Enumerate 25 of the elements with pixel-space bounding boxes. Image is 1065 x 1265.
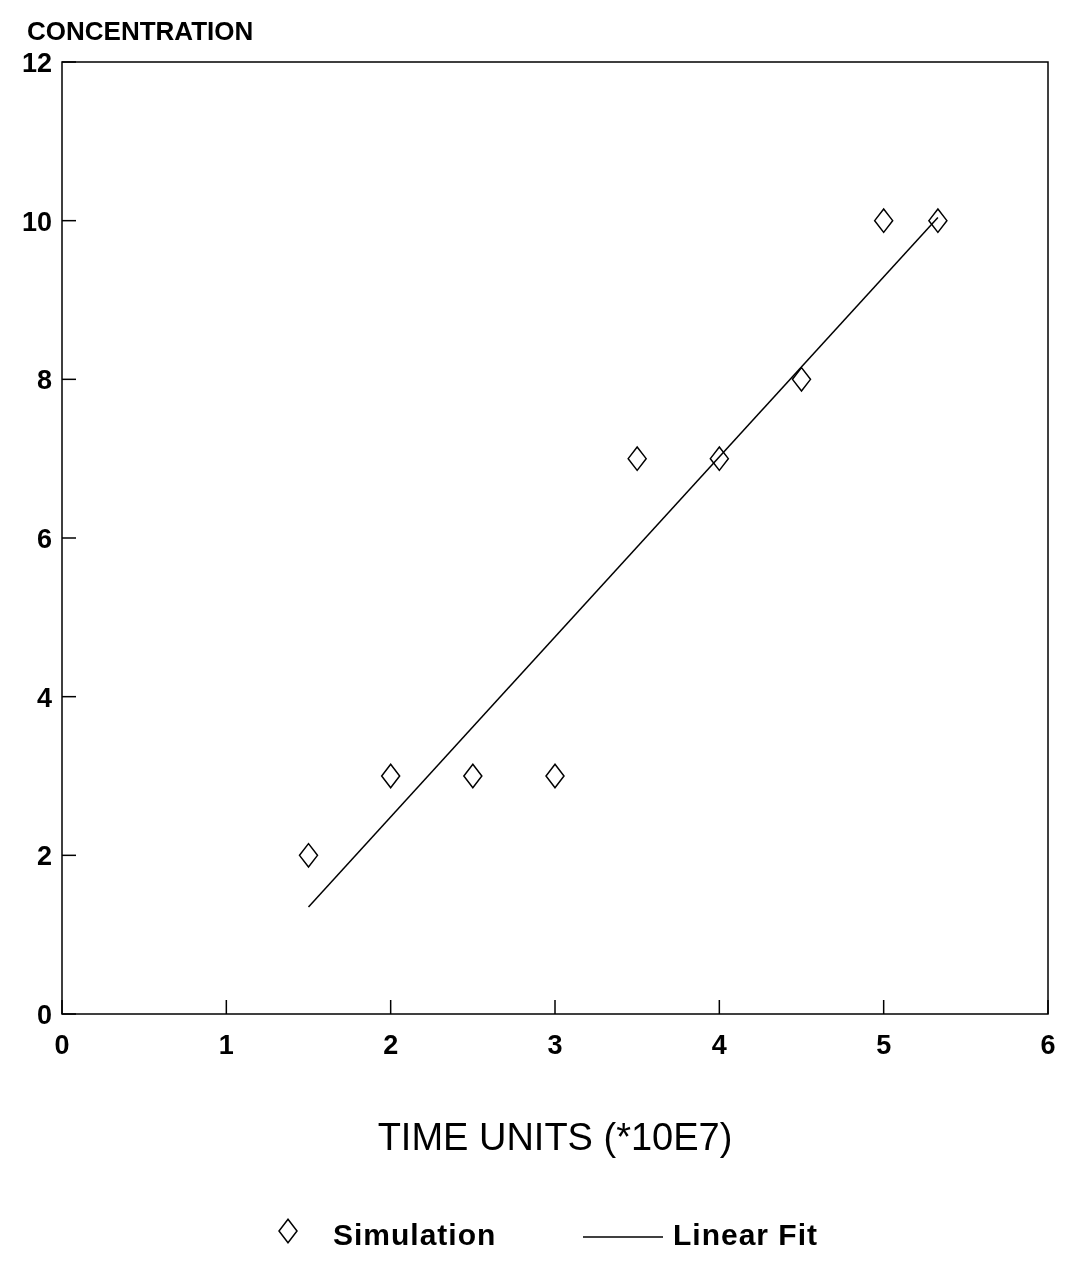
x-tick-label: 5 [876,1030,892,1060]
point [928,208,948,234]
point [791,366,812,392]
y-tick-label: 2 [36,841,52,872]
x-tick-label: 2 [383,1030,399,1060]
x-tick-label: 4 [711,1030,727,1060]
legend-label: Simulation [333,1218,497,1251]
y-tick-label: 4 [36,682,52,713]
point [627,446,647,472]
y-tick-label: 8 [36,365,52,396]
y-axis-title: CONCENTRATION [27,16,254,46]
y-tick-label: 6 [36,524,52,554]
y-tick-label: 12 [21,48,52,78]
point [463,763,483,789]
y-tick-label: 0 [36,1000,52,1030]
point [545,763,565,789]
x-tick-label: 1 [218,1030,234,1060]
point [298,842,319,868]
legend-label: Linear Fit [673,1218,819,1251]
y-tick-label: 10 [21,206,52,237]
x-tick-label: 6 [1040,1030,1056,1060]
point [380,763,401,789]
x-axis-title: TIME UNITS (*10E7) [377,1116,733,1158]
x-tick-label: 3 [547,1030,563,1060]
point [873,208,894,234]
